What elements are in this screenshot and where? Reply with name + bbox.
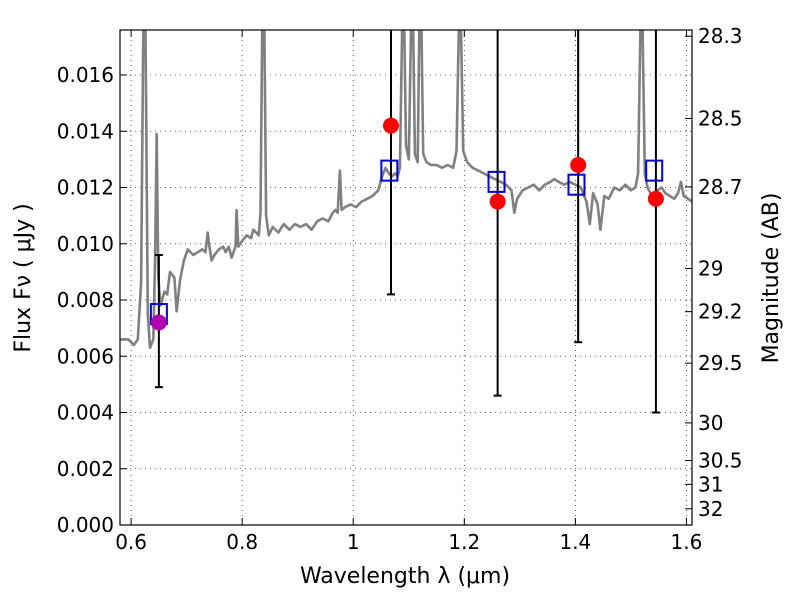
x-tick-label: 1.4: [559, 530, 591, 554]
right-tick-label: 31: [698, 472, 723, 496]
model-photometry-square: [645, 159, 664, 182]
y-tick-label: 0.006: [57, 344, 114, 368]
spectrum-line: [120, 30, 692, 350]
x-tick-label: 1: [347, 530, 360, 554]
x-tick-label: 0.8: [226, 530, 258, 554]
y-tick-label: 0.008: [57, 288, 114, 312]
y-tick-label: 0.014: [57, 119, 114, 143]
y-tick-label: 0.004: [57, 401, 114, 425]
observed-photometry-point: [489, 193, 506, 210]
y-axis-title: Flux Fν ( μJy ): [11, 203, 36, 352]
right-tick-label: 29.2: [698, 300, 743, 324]
y-tick-label: 0.010: [57, 232, 114, 256]
right-tick-label: 29.5: [698, 351, 743, 375]
model-photometry-square: [567, 173, 586, 196]
observed-photometry-point: [150, 314, 167, 331]
tick-layer: 0.6 0.8 1 1.2 1.4 1.6 0.000 0.002 0.004 0.006 0.00…: [57, 24, 743, 554]
right-axis-title: Magnitude (AB): [759, 193, 784, 364]
right-tick-label: 28.5: [698, 106, 743, 130]
marker-layer: [149, 30, 664, 414]
x-tick-label: 0.6: [115, 530, 147, 554]
spectrum-layer: [120, 30, 692, 350]
model-photometry-square: [487, 170, 506, 193]
x-tick-label: 1.2: [448, 530, 480, 554]
right-tick-label: 29: [698, 256, 723, 280]
right-tick-label: 30.5: [698, 449, 743, 473]
y-tick-label: 0.002: [57, 457, 114, 481]
y-tick-label: 0.012: [57, 176, 114, 200]
x-axis-title: Wavelength λ (μm): [300, 564, 510, 589]
right-tick-label: 28.7: [698, 175, 743, 199]
right-tick-label: 28.3: [698, 24, 743, 48]
model-photometry-square: [380, 159, 399, 182]
right-tick-label: 32: [698, 497, 723, 521]
observed-photometry-point: [383, 117, 400, 134]
plot-frame: [119, 29, 693, 526]
y-tick-label: 0.000: [57, 513, 114, 537]
observed-photometry-point: [647, 190, 664, 207]
right-tick-label: 30: [698, 411, 723, 435]
observed-photometry-point: [570, 157, 587, 173]
x-tick-label: 1.6: [671, 530, 703, 554]
y-tick-label: 0.016: [57, 63, 114, 87]
